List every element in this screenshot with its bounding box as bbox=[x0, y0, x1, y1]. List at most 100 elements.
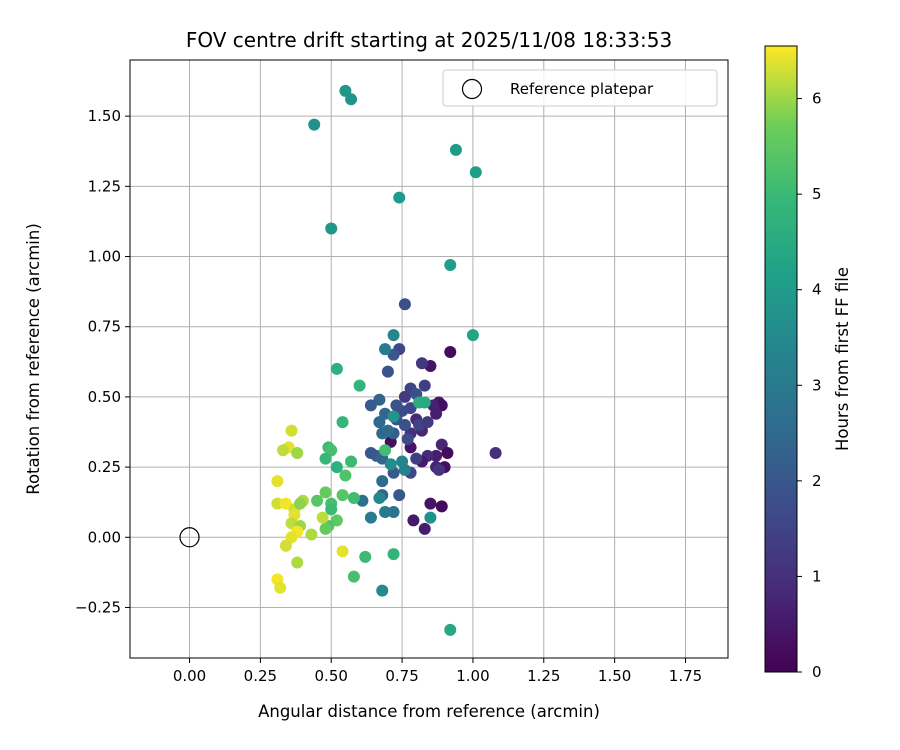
x-axis-label: Angular distance from reference (arcmin) bbox=[258, 702, 600, 721]
colorbar-tick-label: 6 bbox=[812, 90, 822, 108]
data-point bbox=[325, 503, 338, 516]
colorbar-tick-label: 3 bbox=[812, 376, 822, 394]
legend-box bbox=[442, 69, 718, 107]
data-point bbox=[407, 514, 420, 527]
legend: Reference platepar bbox=[442, 69, 718, 107]
data-point bbox=[387, 348, 400, 361]
data-point bbox=[384, 458, 397, 471]
data-point bbox=[279, 497, 292, 510]
y-axis-label: Rotation from reference (arcmin) bbox=[24, 223, 43, 495]
data-point bbox=[390, 399, 403, 412]
data-point bbox=[398, 298, 411, 311]
data-point bbox=[387, 410, 400, 423]
x-tick-label: 0.00 bbox=[173, 667, 206, 685]
data-point bbox=[305, 528, 318, 541]
data-point bbox=[277, 444, 290, 457]
legend-label: Reference platepar bbox=[510, 80, 654, 98]
x-tick-label: 1.75 bbox=[669, 667, 702, 685]
plot-frame bbox=[129, 59, 729, 659]
colorbar-ticks: 0 1 2 3 4 5 6 bbox=[797, 90, 822, 681]
data-point bbox=[311, 494, 324, 507]
data-point bbox=[415, 357, 428, 370]
colorbar-tick-label: 4 bbox=[812, 281, 822, 299]
data-point bbox=[376, 427, 389, 440]
data-point bbox=[330, 362, 343, 375]
data-point bbox=[489, 447, 502, 460]
y-tick-label: 1.00 bbox=[88, 248, 121, 266]
grid-lines bbox=[130, 60, 728, 658]
data-point bbox=[393, 489, 406, 502]
data-point bbox=[319, 522, 332, 535]
data-point bbox=[339, 469, 352, 482]
data-point bbox=[319, 452, 332, 465]
colorbar-tick-label: 5 bbox=[812, 185, 822, 203]
data-point bbox=[410, 452, 423, 465]
data-point bbox=[424, 497, 437, 510]
x-tick-label: 1.00 bbox=[456, 667, 489, 685]
data-point bbox=[330, 514, 343, 527]
data-point bbox=[271, 475, 284, 488]
data-point bbox=[398, 390, 411, 403]
data-point bbox=[285, 531, 298, 544]
data-point bbox=[376, 584, 389, 597]
data-point bbox=[387, 548, 400, 561]
x-tick-label: 0.75 bbox=[385, 667, 418, 685]
data-point bbox=[435, 438, 448, 451]
data-point bbox=[435, 500, 448, 513]
data-point bbox=[364, 399, 377, 412]
data-point bbox=[345, 455, 358, 468]
data-point bbox=[364, 511, 377, 524]
colorbar-tick-label: 0 bbox=[812, 663, 822, 681]
x-tick-label: 1.50 bbox=[598, 667, 631, 685]
data-point bbox=[381, 365, 394, 378]
data-point bbox=[418, 522, 431, 535]
data-point bbox=[291, 556, 304, 569]
x-tick-label: 0.25 bbox=[244, 667, 277, 685]
data-point bbox=[401, 433, 414, 446]
colorbar-gradient bbox=[764, 45, 798, 673]
data-point bbox=[379, 343, 392, 356]
data-point bbox=[387, 329, 400, 342]
data-point bbox=[373, 491, 386, 504]
data-point bbox=[418, 396, 431, 409]
colorbar-label: Hours from first FF file bbox=[833, 267, 852, 451]
data-point bbox=[325, 444, 338, 457]
data-point bbox=[444, 345, 457, 358]
colorbar-tick-label: 2 bbox=[812, 472, 822, 490]
data-point bbox=[435, 399, 448, 412]
data-point bbox=[319, 486, 332, 499]
data-point bbox=[469, 166, 482, 179]
x-tick-label: 1.25 bbox=[527, 667, 560, 685]
data-point bbox=[396, 455, 409, 468]
data-point bbox=[379, 506, 392, 519]
colorbar: 0 1 2 3 4 5 6 Hours from first FF file bbox=[764, 45, 852, 681]
y-tick-label: −0.25 bbox=[75, 598, 121, 616]
colorbar-tick-label: 1 bbox=[812, 567, 822, 585]
data-point bbox=[294, 497, 307, 510]
data-point bbox=[373, 393, 386, 406]
data-point bbox=[291, 447, 304, 460]
y-tick-label: 0.25 bbox=[88, 458, 121, 476]
data-point bbox=[364, 447, 377, 460]
data-point bbox=[347, 570, 360, 583]
chart-title: FOV centre drift starting at 2025/11/08 … bbox=[186, 28, 672, 52]
y-tick-label: 0.75 bbox=[88, 318, 121, 336]
y-tick-label: 0.50 bbox=[88, 388, 121, 406]
data-point bbox=[285, 424, 298, 437]
data-point bbox=[449, 143, 462, 156]
data-point bbox=[336, 489, 349, 502]
data-point bbox=[444, 623, 457, 636]
data-points bbox=[271, 84, 502, 636]
data-point bbox=[393, 191, 406, 204]
data-point bbox=[345, 93, 358, 106]
data-point bbox=[325, 222, 338, 235]
data-point bbox=[347, 491, 360, 504]
data-point bbox=[308, 118, 321, 131]
data-point bbox=[316, 511, 329, 524]
data-point bbox=[418, 379, 431, 392]
data-point bbox=[432, 463, 445, 476]
reference-marker bbox=[179, 527, 200, 548]
data-point bbox=[353, 379, 366, 392]
y-tick-label: 1.50 bbox=[88, 107, 121, 125]
